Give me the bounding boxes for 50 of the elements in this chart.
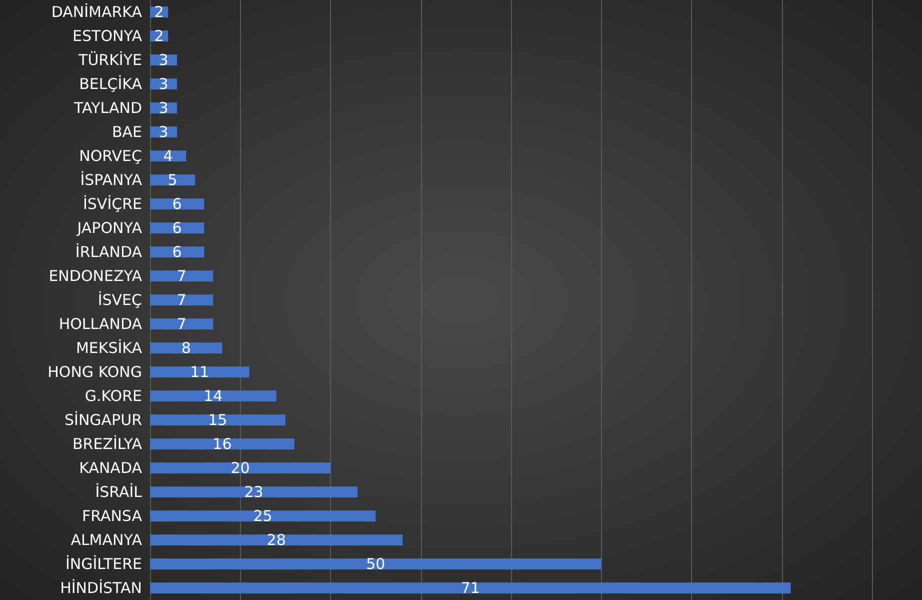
y-tick-label: ESTONYA <box>72 27 143 45</box>
data-label: 23 <box>244 483 264 501</box>
data-label: 14 <box>204 387 223 405</box>
y-tick-label: İRLANDA <box>75 243 143 261</box>
data-label: 16 <box>212 435 232 453</box>
y-tick-label: MEKSİKA <box>76 339 143 357</box>
y-tick-label: BELÇİKA <box>79 75 143 93</box>
y-tick-label: ALMANYA <box>70 531 143 549</box>
y-tick-label: BREZİLYA <box>72 435 143 453</box>
data-label: 20 <box>230 459 250 477</box>
y-tick-label: FRANSA <box>82 507 143 525</box>
y-tick-label: HOLLANDA <box>58 315 143 333</box>
y-tick-label: İNGİLTERE <box>65 555 142 573</box>
y-tick-label: SİNGAPUR <box>64 411 142 429</box>
data-label: 8 <box>181 339 191 357</box>
data-label: 7 <box>176 291 186 309</box>
y-tick-label: İSVİÇRE <box>82 195 142 213</box>
data-label: 5 <box>168 171 178 189</box>
y-tick-label: G.KORE <box>84 387 142 405</box>
y-tick-label: TAYLAND <box>73 99 142 117</box>
y-tick-label: İSVEÇ <box>98 291 142 309</box>
data-label: 3 <box>158 123 168 141</box>
data-label: 2 <box>154 27 164 45</box>
y-tick-label: BAE <box>112 123 142 141</box>
y-tick-label: DANİMARKA <box>51 3 143 21</box>
data-label: 50 <box>366 555 386 573</box>
data-label: 4 <box>163 147 173 165</box>
data-label: 2 <box>154 3 164 21</box>
data-label: 28 <box>266 531 286 549</box>
y-tick-label: HONG KONG <box>48 363 142 381</box>
data-label: 3 <box>158 51 168 69</box>
data-label: 6 <box>172 219 182 237</box>
data-label: 6 <box>172 195 182 213</box>
y-tick-label: ENDONEZYA <box>48 267 143 285</box>
data-label: 3 <box>158 75 168 93</box>
y-tick-label: TÜRKİYE <box>78 51 142 69</box>
data-label: 25 <box>253 507 272 525</box>
data-label: 6 <box>172 243 182 261</box>
y-tick-label: İSPANYA <box>80 171 143 189</box>
data-label: 7 <box>176 315 186 333</box>
data-label: 15 <box>208 411 228 429</box>
data-label: 3 <box>158 99 168 117</box>
y-tick-label: İSRAİL <box>95 483 143 501</box>
data-label: 11 <box>190 363 210 381</box>
y-tick-label: JAPONYA <box>76 219 143 237</box>
y-tick-label: NORVEÇ <box>79 147 142 165</box>
y-tick-label: HİNDİSTAN <box>60 579 142 597</box>
data-label: 7 <box>176 267 186 285</box>
y-tick-label: KANADA <box>79 459 143 477</box>
data-label: 71 <box>460 579 480 597</box>
